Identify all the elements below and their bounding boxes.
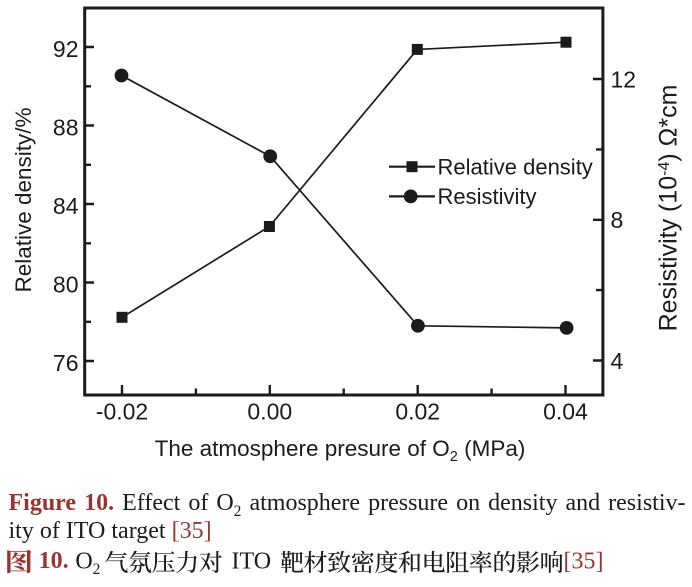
svg-text:8: 8 [611,207,624,233]
svg-text:92: 92 [53,36,79,62]
svg-text:Resistivity: Resistivity [438,184,537,209]
svg-text:84: 84 [53,193,79,219]
svg-text:2: 2 [93,561,101,578]
svg-text:4: 4 [611,348,624,374]
svg-text:-0.02: -0.02 [96,399,148,425]
svg-text:0.00: 0.00 [247,399,292,425]
svg-text:76: 76 [53,350,79,376]
svg-text:88: 88 [53,114,79,140]
svg-text:ITO: ITO [232,548,272,574]
svg-text:12: 12 [611,66,637,92]
svg-text:0.02: 0.02 [395,399,440,425]
svg-text:[35]: [35] [564,548,604,574]
svg-text:Relative density/%: Relative density/% [11,107,36,292]
svg-text:80: 80 [53,271,79,297]
svg-text:The atmosphere presure of O2 (: The atmosphere presure of O2 (MPa) [155,436,526,465]
svg-text:Relative density: Relative density [438,155,593,180]
svg-text:10.: 10. [39,548,69,574]
svg-text:Resistivity (10-4) Ω*cm: Resistivity (10-4) Ω*cm [655,85,683,332]
svg-text:O: O [75,548,92,574]
svg-text:0.04: 0.04 [543,399,588,425]
